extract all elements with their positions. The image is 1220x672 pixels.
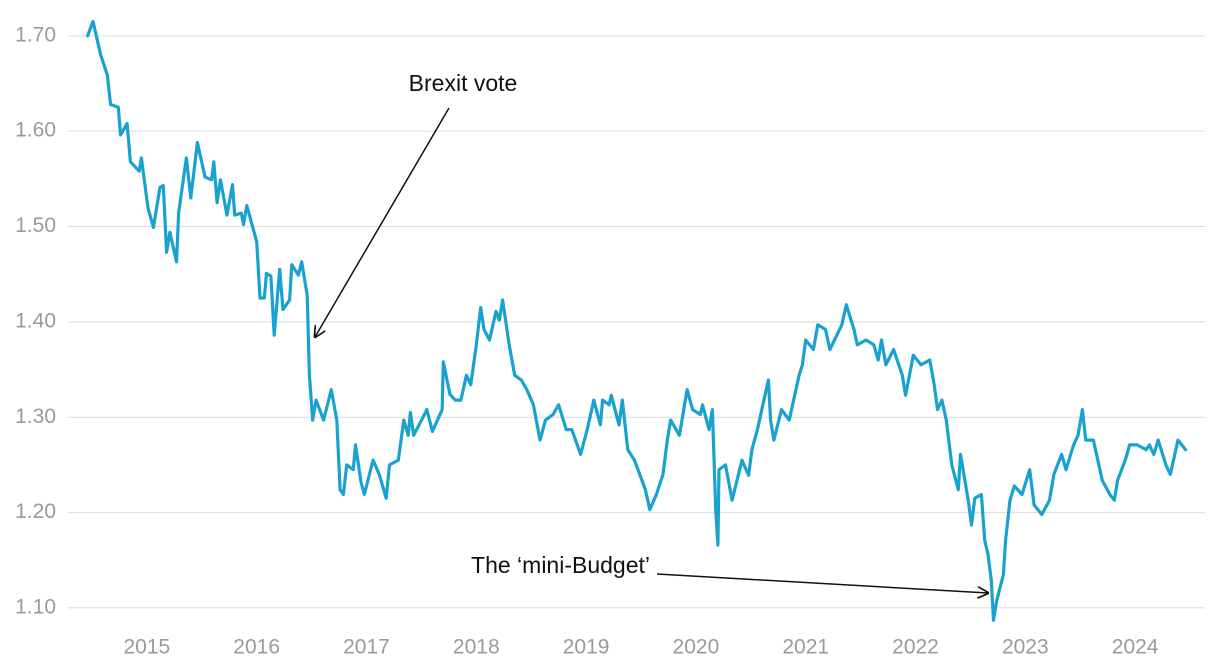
y-tick-label: 1.30 [15, 405, 56, 428]
plot [86, 19, 1188, 622]
x-tick-label: 2019 [563, 636, 610, 659]
x-tick-label: 2024 [1112, 636, 1159, 659]
x-tick-label: 2020 [673, 636, 720, 659]
annotation: Brexit vote [409, 70, 518, 96]
x-tick-label: 2018 [453, 636, 500, 659]
annotation: The ‘mini-Budget’ [471, 552, 650, 578]
x-tick-label: 2021 [782, 636, 829, 659]
y-tick-label: 1.40 [15, 309, 56, 332]
annotation-arrow [656, 573, 988, 593]
line-series [86, 19, 1188, 622]
y-tick-label: 1.70 [15, 23, 56, 46]
x-tick-label: 2016 [233, 636, 280, 659]
y-tick-label: 1.20 [15, 500, 56, 523]
y-tick-label: 1.10 [15, 595, 56, 618]
grid: 1.10 1.20 1.30 1.40 1.50 1.60 1.70 2015 2016 2017… [15, 23, 1205, 659]
x-tick-label: 2023 [1002, 636, 1049, 659]
x-tick-label: 2017 [343, 636, 390, 659]
annotation-arrow [315, 107, 450, 337]
y-tick-label: 1.50 [15, 214, 56, 237]
x-tick-label: 2022 [892, 636, 939, 659]
y-tick-label: 1.60 [15, 119, 56, 142]
x-tick-label: 2015 [123, 636, 170, 659]
